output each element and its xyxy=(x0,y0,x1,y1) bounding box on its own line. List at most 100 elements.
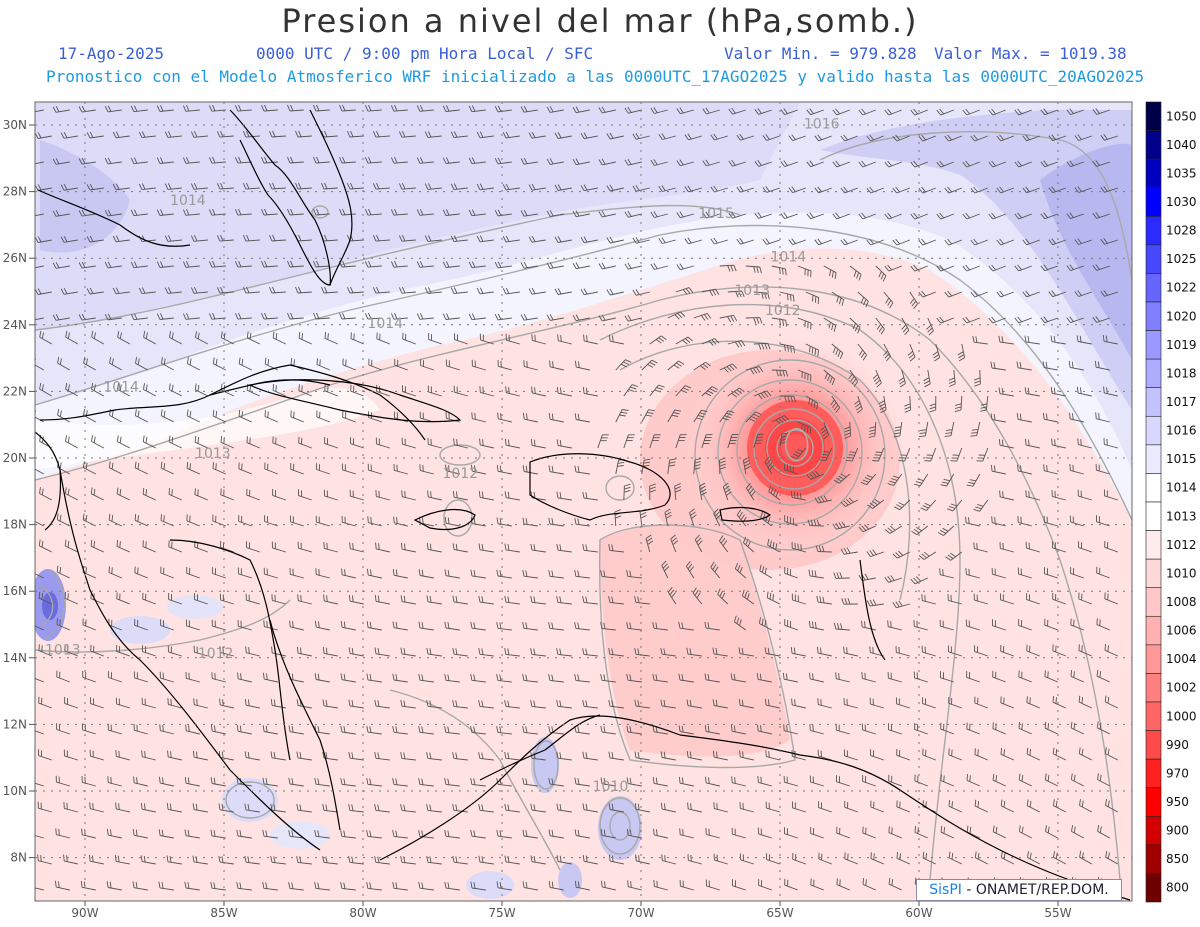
wind-barb xyxy=(893,499,911,511)
wind-barb xyxy=(970,238,988,246)
wind-barb xyxy=(840,238,858,246)
wind-barb xyxy=(728,211,746,219)
wind-barb xyxy=(261,260,278,268)
wind-barb xyxy=(1026,644,1040,657)
wind-barb xyxy=(494,261,512,269)
wind-barb xyxy=(1016,413,1032,423)
wind-barb xyxy=(289,567,304,579)
wind-barb xyxy=(676,159,694,167)
wind-barb xyxy=(1044,721,1058,735)
credit-text: - ONAMET/REP.DOM. xyxy=(961,882,1109,898)
wind-barb xyxy=(684,133,702,141)
wind-barb xyxy=(35,109,44,113)
wind-barb xyxy=(974,369,981,387)
wind-barb xyxy=(808,620,824,631)
legend-swatch xyxy=(1145,873,1162,903)
wind-barb xyxy=(341,463,356,475)
wind-barb xyxy=(164,183,182,190)
wind-barb xyxy=(348,751,364,761)
wind-barb xyxy=(234,208,252,216)
wind-barb xyxy=(1022,134,1040,142)
wind-barb xyxy=(684,185,702,193)
wind-barb xyxy=(658,133,676,140)
wind-barb xyxy=(947,645,962,657)
wind-barb xyxy=(470,726,486,735)
wind-barb xyxy=(980,395,989,412)
wind-barb xyxy=(940,722,954,735)
wind-barb xyxy=(914,826,928,839)
wind-barb xyxy=(392,621,408,631)
wind-barb xyxy=(367,463,382,475)
lat-tick-label: 18N xyxy=(3,518,27,532)
wind-barb xyxy=(948,369,956,387)
wind-barb xyxy=(884,108,902,116)
wind-barb xyxy=(745,317,763,324)
isobar-label: 1013 xyxy=(734,283,770,299)
wind-barb xyxy=(730,673,746,683)
wind-barb xyxy=(452,752,468,761)
wind-barb xyxy=(600,725,616,735)
wind-barb xyxy=(1014,316,1032,324)
wind-barb xyxy=(658,237,676,244)
wind-barb xyxy=(556,491,572,501)
wind-barb xyxy=(1040,108,1058,116)
wind-barb xyxy=(841,598,858,605)
wind-barb xyxy=(530,439,546,449)
wind-barb xyxy=(374,804,390,813)
wind-barb xyxy=(745,366,764,375)
wind-barb xyxy=(887,671,902,683)
wind-barb xyxy=(892,238,910,246)
wind-barb xyxy=(1025,490,1040,501)
wind-barb xyxy=(530,596,546,605)
wind-barb xyxy=(60,235,78,243)
wind-barb xyxy=(478,855,494,865)
wind-barb xyxy=(624,158,642,166)
wind-barb xyxy=(142,435,156,449)
wind-barb xyxy=(632,236,650,244)
wind-barb xyxy=(296,646,312,657)
wind-barb xyxy=(965,619,980,631)
wind-barb xyxy=(323,594,338,605)
wind-barb xyxy=(445,464,460,475)
wind-barb xyxy=(1066,108,1084,116)
wind-barb xyxy=(878,395,887,414)
wind-barb xyxy=(888,877,902,891)
wind-barb xyxy=(522,412,538,423)
wind-barb xyxy=(820,421,830,440)
wind-barb xyxy=(771,317,788,327)
wind-barb xyxy=(940,825,954,839)
legend-label: 1025 xyxy=(1166,252,1197,266)
wind-barb xyxy=(530,543,546,553)
wind-barb xyxy=(297,541,312,553)
wind-barb xyxy=(1096,566,1110,579)
wind-barb xyxy=(784,618,798,631)
wind-barb xyxy=(167,750,182,761)
wind-barb xyxy=(88,854,104,865)
wind-barb xyxy=(939,619,954,631)
map-title: Presion a nivel del mar (hPa,somb.) xyxy=(281,2,919,40)
forecast-info: Pronostico con el Modelo Atmosferico WRF… xyxy=(46,67,1145,86)
wind-barb xyxy=(670,534,679,553)
wind-barb xyxy=(194,435,208,449)
wind-barb xyxy=(910,160,928,168)
wind-barb xyxy=(313,312,330,320)
legend-swatch xyxy=(1145,701,1162,731)
legend-swatch xyxy=(1145,187,1162,217)
legend-swatch xyxy=(1145,387,1162,417)
wind-barb xyxy=(392,830,408,839)
wind-barb xyxy=(667,458,676,475)
legend-label: 1040 xyxy=(1166,138,1197,152)
wind-barb xyxy=(808,569,824,579)
wind-barb xyxy=(1070,670,1084,683)
wind-barb xyxy=(346,182,364,190)
wind-barb xyxy=(627,880,642,891)
wind-barb xyxy=(991,567,1006,579)
wind-barb xyxy=(402,385,416,397)
wind-barb xyxy=(263,567,278,579)
legend-swatch xyxy=(1145,644,1162,674)
wind-barb xyxy=(470,464,486,475)
wind-barb xyxy=(502,183,520,191)
wind-barb xyxy=(416,261,434,268)
legend-swatch xyxy=(1145,358,1162,389)
isobar-label: 1012 xyxy=(442,466,478,482)
